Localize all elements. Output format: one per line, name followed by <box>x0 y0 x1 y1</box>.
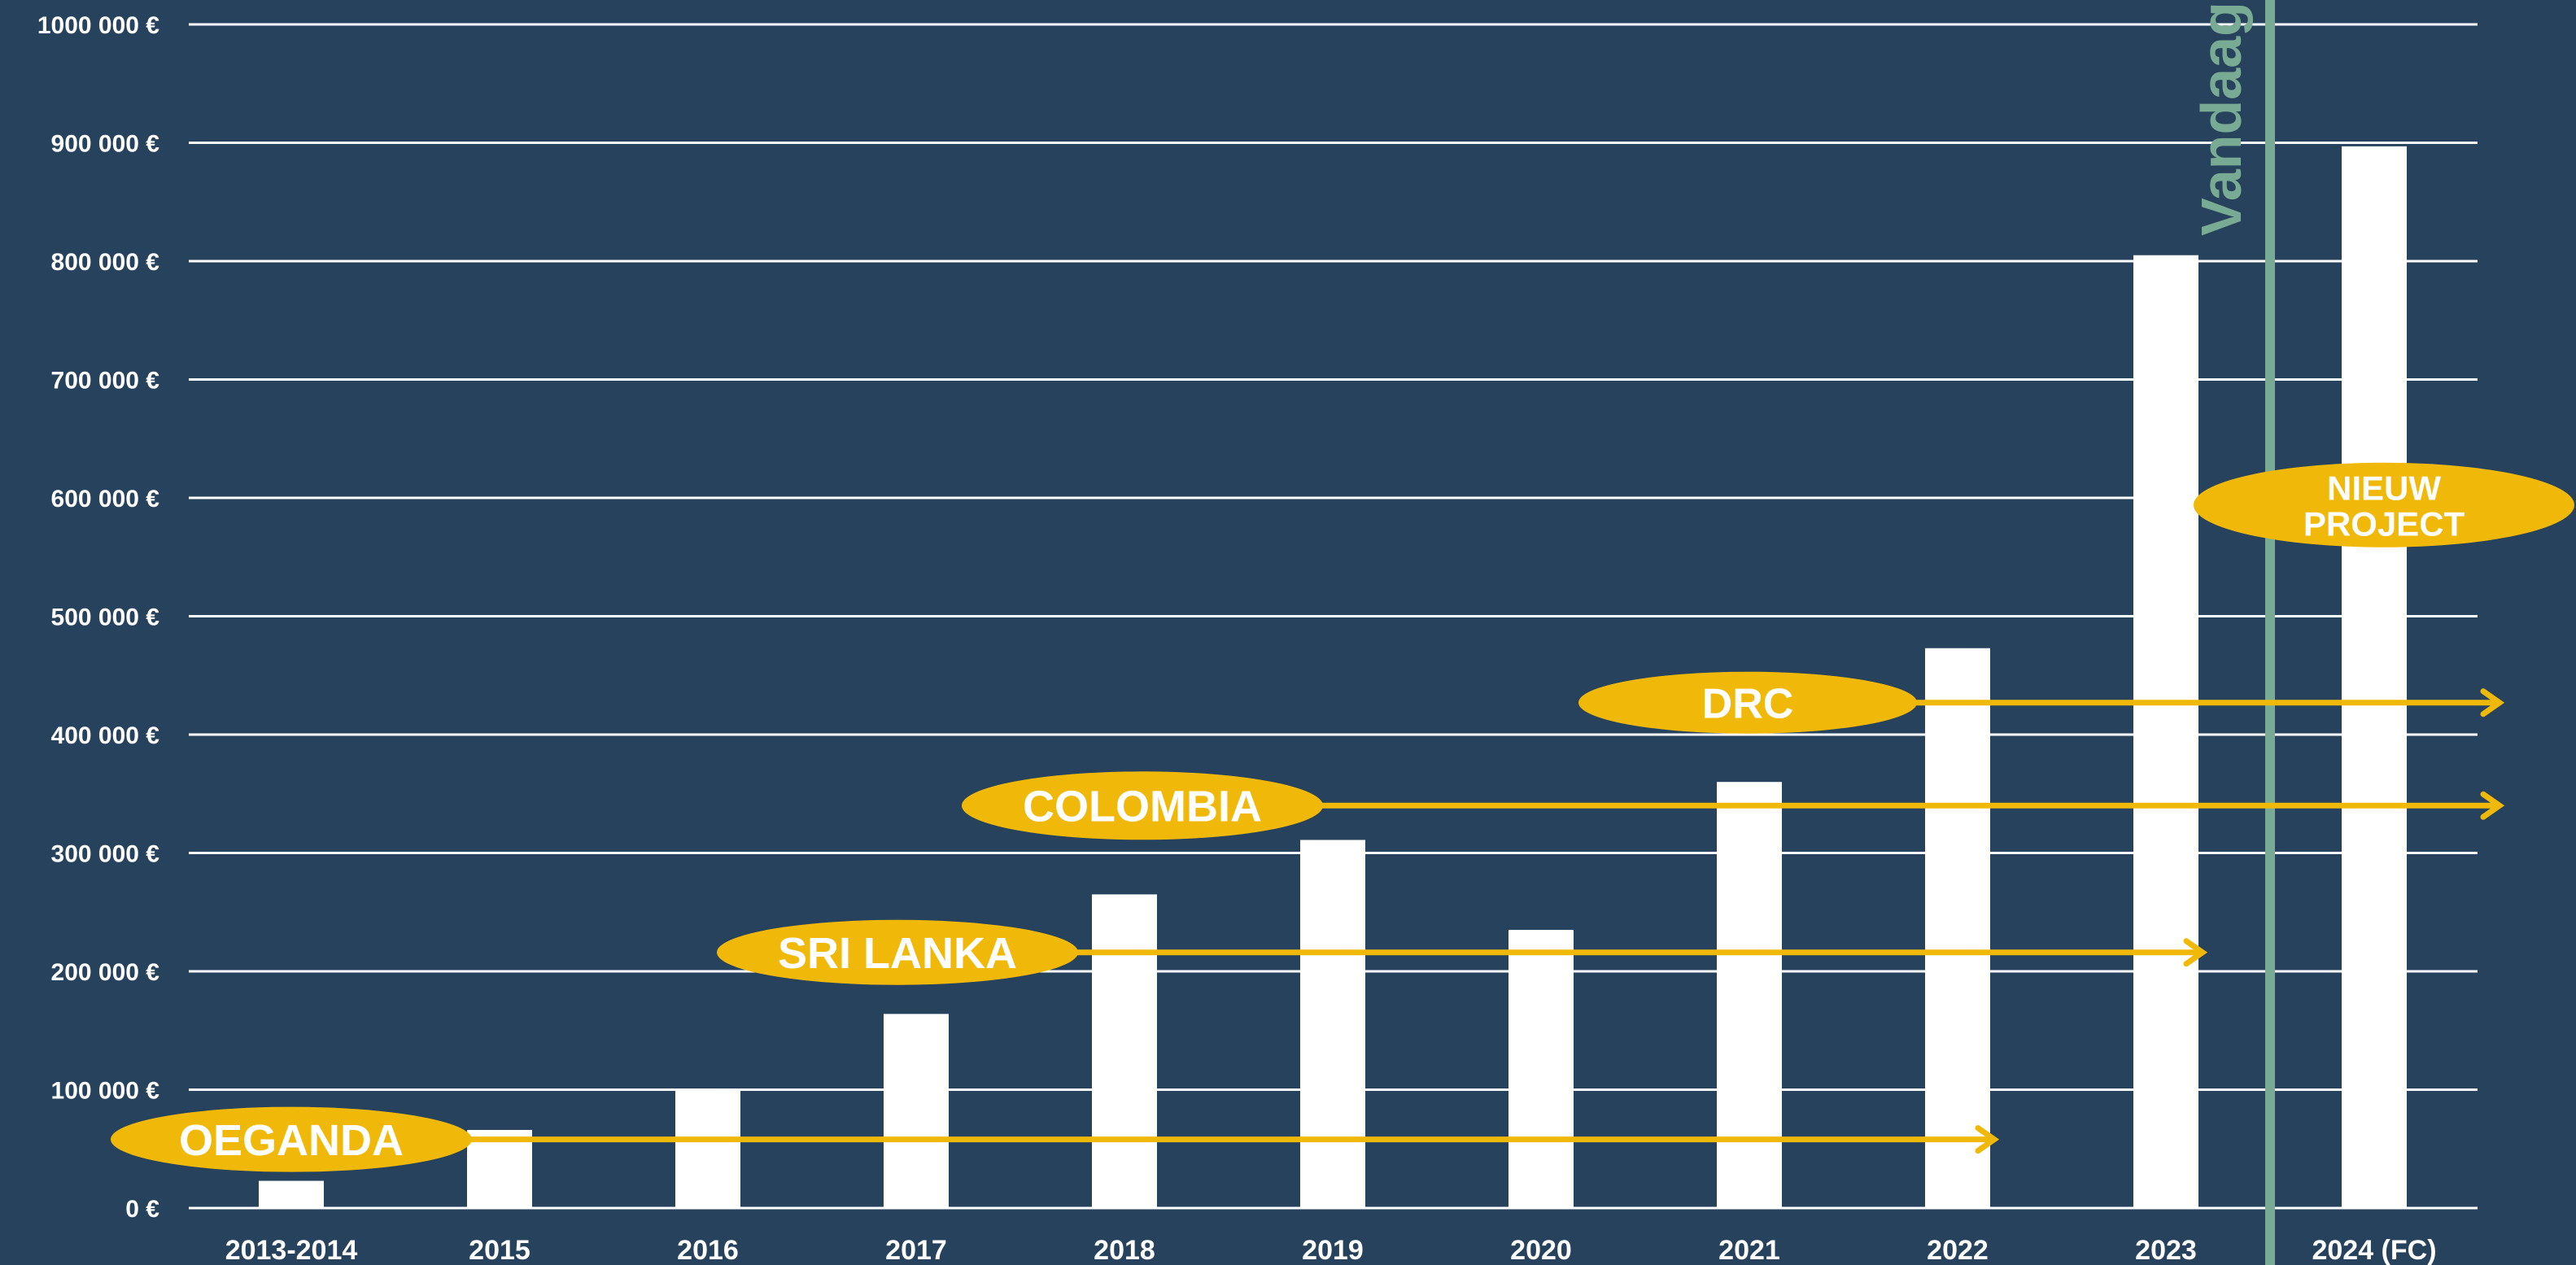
today-label: Vandaag <box>2190 2 2253 236</box>
y-tick-label: 0 € <box>125 1196 159 1223</box>
new-project-label: NIEUW <box>2327 469 2441 508</box>
project-label-bubble <box>1578 671 1917 734</box>
bar <box>675 1089 740 1208</box>
y-tick-label: 800 000 € <box>51 249 160 276</box>
project-label-bubble <box>717 919 1078 985</box>
x-tick-label: 2024 (FC) <box>2312 1235 2436 1265</box>
gridlines <box>189 23 2478 1210</box>
y-tick-label: 900 000 € <box>51 131 160 158</box>
project-label: COLOMBIA <box>1023 783 1262 831</box>
x-tick-label: 2020 <box>1510 1235 1572 1265</box>
x-tick-label: 2022 <box>1927 1235 1989 1265</box>
bar <box>259 1180 324 1208</box>
bar <box>1925 648 1990 1208</box>
bar <box>1300 840 1365 1208</box>
project-label-bubble <box>111 1106 472 1172</box>
bar <box>1508 930 1574 1208</box>
x-tick-label: 2021 <box>1718 1235 1780 1265</box>
x-tick-label: 2016 <box>677 1235 739 1265</box>
bar <box>2342 146 2407 1209</box>
x-tick-label: 2023 <box>2135 1235 2197 1265</box>
y-tick-label: 600 000 € <box>51 486 160 513</box>
y-tick-label: 200 000 € <box>51 959 160 986</box>
y-tick-label: 300 000 € <box>51 841 160 868</box>
y-tick-label: 400 000 € <box>51 722 160 749</box>
bars <box>259 146 2407 1209</box>
project-label: OEGANDA <box>179 1116 404 1165</box>
project-label: SRI LANKA <box>778 929 1017 978</box>
y-axis-ticks: 0 € 100 000 € 200 000 € 300 000 € 400 000 € 5… <box>37 12 159 1223</box>
x-tick-label: 2013-2014 <box>225 1235 358 1265</box>
bar <box>1717 782 1782 1208</box>
x-tick-label: 2017 <box>885 1235 947 1265</box>
project-arrow-head <box>2183 938 2208 967</box>
y-tick-label: 500 000 € <box>51 604 160 631</box>
bar <box>1092 894 1157 1208</box>
new-project-label: PROJECT <box>2303 505 2465 543</box>
x-tick-label: 2015 <box>469 1235 530 1265</box>
y-tick-label: 700 000 € <box>51 368 160 395</box>
project-label: DRC <box>1702 680 1794 727</box>
new-project-bubble <box>2194 462 2574 547</box>
project-arrow-head <box>1975 1125 2000 1154</box>
bar <box>884 1014 949 1208</box>
y-tick-label: 1000 000 € <box>37 12 159 39</box>
project-arrow-head <box>2480 688 2505 718</box>
bar <box>2133 255 2198 1209</box>
project-label-bubble <box>962 771 1323 840</box>
x-tick-label: 2018 <box>1094 1235 1155 1265</box>
x-tick-label: 2019 <box>1302 1235 1364 1265</box>
bar <box>467 1129 532 1208</box>
project-arrow-head <box>2480 791 2505 820</box>
today-marker: Vandaag <box>2190 0 2275 1265</box>
y-tick-label: 100 000 € <box>51 1078 160 1105</box>
x-axis-ticks: 2013-2014 2015 2016 2017 2018 2019 2020 2021 202… <box>225 1235 2437 1265</box>
